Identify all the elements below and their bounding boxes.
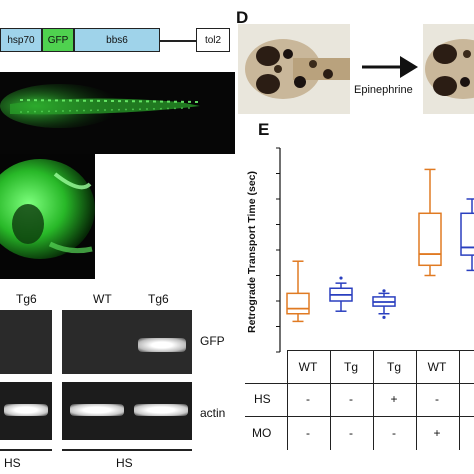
gfp-gel-left: [0, 310, 52, 374]
box-group: [418, 168, 442, 277]
gel-row-label-gfp: GFP: [200, 334, 225, 348]
table-cell: -: [349, 392, 353, 406]
tol2-segment: tol2: [196, 28, 230, 52]
table-cell: -: [306, 426, 310, 440]
epinephrine-label: Epinephrine: [354, 84, 413, 96]
fluorescence-image-head: [0, 154, 95, 279]
table-cell: +: [433, 426, 441, 440]
y-axis-label: Retrograde Transport Time (sec): [246, 171, 258, 333]
table-row-label-mo: MO: [252, 426, 272, 440]
head-closeup-image: [0, 159, 95, 259]
table-header-rule: [245, 383, 474, 385]
actin-band-2: [70, 404, 124, 416]
panel-d-letter: D: [236, 8, 249, 27]
lateral-larva-image: [0, 84, 201, 128]
bbs6-segment: bbs6: [74, 28, 160, 52]
table-col-divider-4: [459, 350, 461, 450]
gel-row-label-actin: actin: [200, 406, 226, 420]
table-col-divider-3: [416, 350, 418, 450]
outlier-point: [382, 315, 386, 319]
table-cell: -: [306, 392, 310, 406]
iqr-box: [418, 212, 442, 267]
table-cell: -: [435, 392, 439, 406]
table-row-rule: [245, 416, 474, 418]
larva-before-drawing: [245, 39, 350, 99]
box-plot-chart: Retrograde Transport Time (sec): [246, 147, 474, 353]
table-header-cell: Tg: [386, 360, 401, 374]
table-header-cell: Tg: [343, 360, 358, 374]
table-row-label-hs: HS: [254, 392, 271, 406]
gel-lane-label-3: Tg6: [148, 292, 169, 306]
actin-gel-left: [0, 382, 52, 440]
hsp70-segment: hsp70: [0, 28, 42, 52]
box-group: [460, 198, 474, 272]
box-group: [372, 289, 396, 319]
box-group: [329, 276, 353, 312]
table-col-divider-2: [373, 350, 375, 450]
fluorescence-image-lateral: [0, 72, 235, 154]
actin-band-1: [4, 404, 48, 416]
hs-label-left: HS: [4, 456, 21, 470]
hs-bracket-right: [62, 449, 192, 451]
box-group: [286, 260, 310, 323]
gel-lane-label-1: Tg6: [16, 292, 37, 306]
table-top-rule: [287, 350, 474, 352]
outlier-point: [339, 276, 343, 280]
table-col-divider-1: [330, 350, 332, 450]
larva-before-image: [238, 24, 350, 114]
table-cell: -: [392, 426, 396, 440]
table-cell: -: [349, 426, 353, 440]
actin-band-3: [134, 404, 188, 416]
table-cell: +: [390, 392, 398, 406]
table-col-divider-0: [287, 350, 289, 450]
panel-e-letter: E: [258, 120, 270, 139]
hs-label-right: HS: [116, 456, 133, 470]
table-header-cell: WT: [427, 360, 447, 374]
table-header-cell: WT: [298, 360, 318, 374]
gfp-band: [138, 338, 186, 352]
larva-after-drawing: [425, 39, 474, 99]
hs-bracket-left: [0, 449, 52, 451]
actin-gel-right: [62, 382, 192, 440]
epinephrine-arrow: [362, 56, 418, 78]
iqr-box: [286, 292, 310, 315]
larva-after-image: [423, 24, 474, 114]
outlier-point: [382, 289, 386, 293]
gfp-gel-right: [62, 310, 192, 374]
gfp-segment: GFP: [42, 28, 74, 52]
iqr-box: [460, 212, 474, 256]
gel-lane-label-2: WT: [93, 292, 112, 306]
